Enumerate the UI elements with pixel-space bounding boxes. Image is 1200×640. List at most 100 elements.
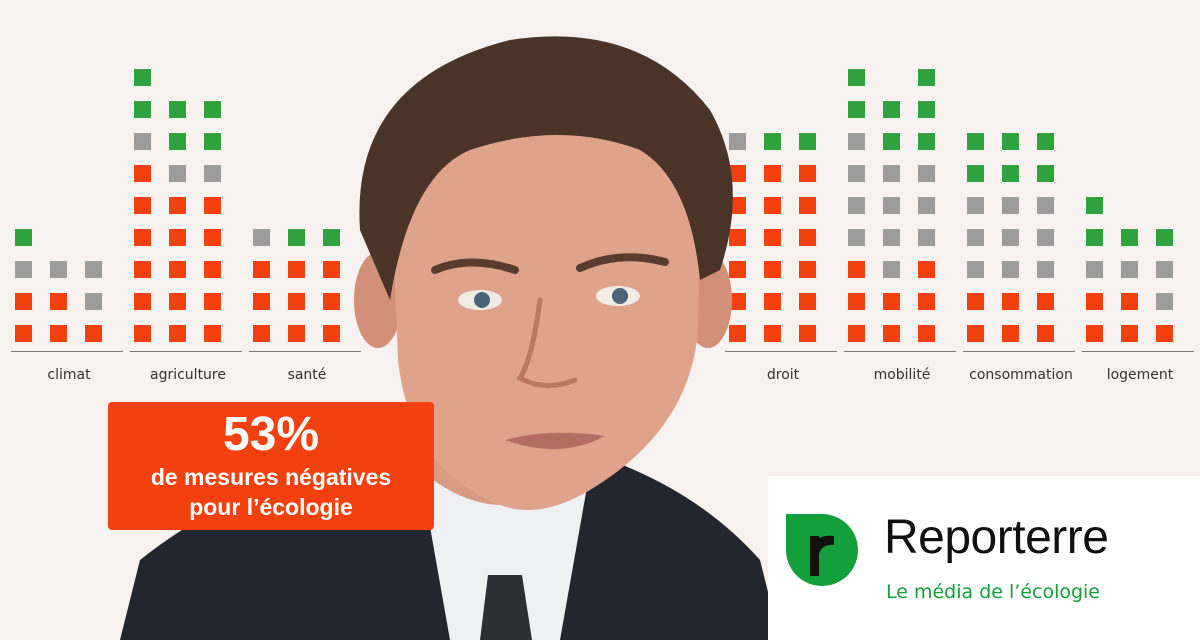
measure-square-red — [967, 325, 984, 342]
measure-square-gray — [1156, 261, 1173, 278]
measure-square-green — [288, 229, 305, 246]
measure-square-green — [764, 133, 781, 150]
measure-square-green — [918, 133, 935, 150]
measure-square-red — [1002, 325, 1019, 342]
measure-square-red — [50, 325, 67, 342]
measure-square-red — [729, 229, 746, 246]
measure-square-red — [134, 197, 151, 214]
measure-square-red — [729, 261, 746, 278]
nose — [516, 297, 578, 388]
measure-square-red — [764, 293, 781, 310]
measure-square-gray — [204, 165, 221, 182]
measure-square-gray — [883, 165, 900, 182]
stat-line-2: pour l’écologie — [189, 494, 353, 520]
measure-square-green — [848, 101, 865, 118]
measure-square-red — [50, 293, 67, 310]
stat-line-1: de mesures négatives — [150, 464, 392, 490]
measure-square-red — [848, 261, 865, 278]
measure-square-green — [1086, 229, 1103, 246]
measure-square-gray — [918, 229, 935, 246]
measure-square-gray — [85, 293, 102, 310]
category-baseline — [249, 351, 361, 352]
measure-square-green — [134, 101, 151, 118]
measure-square-red — [134, 325, 151, 342]
category-baseline — [1082, 351, 1194, 352]
measure-square-red — [204, 197, 221, 214]
measure-square-red — [918, 293, 935, 310]
right-brow — [576, 253, 669, 272]
measure-square-red — [918, 325, 935, 342]
measure-square-red — [204, 261, 221, 278]
measure-square-red — [1037, 325, 1054, 342]
measure-square-gray — [883, 229, 900, 246]
measure-square-red — [204, 325, 221, 342]
measure-square-red — [848, 325, 865, 342]
measure-square-green — [883, 101, 900, 118]
measure-square-red — [288, 293, 305, 310]
measure-square-gray — [85, 261, 102, 278]
measure-square-green — [169, 101, 186, 118]
measure-square-red — [323, 261, 340, 278]
category-label: droit — [766, 367, 800, 383]
measure-square-red — [134, 293, 151, 310]
category-label: consommation — [969, 367, 1073, 383]
measure-square-red — [799, 293, 816, 310]
measure-square-gray — [1037, 261, 1054, 278]
measure-square-red — [729, 197, 746, 214]
measure-square-green — [1037, 165, 1054, 182]
measure-square-red — [764, 229, 781, 246]
measure-square-green — [799, 133, 816, 150]
measure-square-red — [764, 325, 781, 342]
measure-square-red — [15, 293, 32, 310]
hair — [359, 36, 733, 300]
measure-square-red — [799, 197, 816, 214]
measure-square-red — [253, 293, 270, 310]
measure-square-red — [288, 261, 305, 278]
measure-square-red — [1037, 293, 1054, 310]
measure-square-gray — [918, 197, 935, 214]
measure-square-red — [848, 293, 865, 310]
measure-square-red — [169, 293, 186, 310]
category-baseline — [844, 351, 956, 352]
measure-square-red — [253, 325, 270, 342]
measure-square-red — [1086, 293, 1103, 310]
measure-square-gray — [1002, 197, 1019, 214]
measure-square-red — [169, 325, 186, 342]
brand-name: Reporterre — [884, 511, 1109, 564]
measure-square-red — [729, 165, 746, 182]
category-baseline — [725, 351, 837, 352]
measure-square-red — [15, 325, 32, 342]
measure-square-red — [253, 261, 270, 278]
brand-card[interactable]: Reporterre Le média de l’écologie — [768, 476, 1200, 640]
measure-square-red — [323, 293, 340, 310]
measure-square-green — [967, 165, 984, 182]
measure-square-red — [799, 325, 816, 342]
measure-square-green — [883, 133, 900, 150]
measure-square-red — [204, 229, 221, 246]
measure-square-gray — [967, 197, 984, 214]
measure-square-green — [1002, 133, 1019, 150]
measure-square-green — [918, 101, 935, 118]
measure-square-red — [169, 261, 186, 278]
measure-square-green — [169, 133, 186, 150]
measure-square-gray — [967, 261, 984, 278]
measure-square-red — [1156, 325, 1173, 342]
measure-square-red — [1086, 325, 1103, 342]
brand-tagline: Le média de l’écologie — [886, 581, 1101, 603]
measure-square-gray — [848, 229, 865, 246]
measure-square-green — [848, 69, 865, 86]
measure-square-red — [1121, 293, 1138, 310]
measure-square-red — [967, 293, 984, 310]
left-brow — [431, 258, 519, 274]
measure-square-gray — [883, 197, 900, 214]
tie — [480, 575, 532, 640]
measure-square-gray — [134, 133, 151, 150]
measure-square-gray — [967, 229, 984, 246]
measure-square-green — [134, 69, 151, 86]
measure-square-red — [764, 165, 781, 182]
face — [390, 110, 700, 510]
category-label: agriculture — [150, 367, 226, 383]
measure-square-red — [883, 293, 900, 310]
r-leaf-logo-icon — [786, 514, 858, 586]
measure-square-red — [288, 325, 305, 342]
